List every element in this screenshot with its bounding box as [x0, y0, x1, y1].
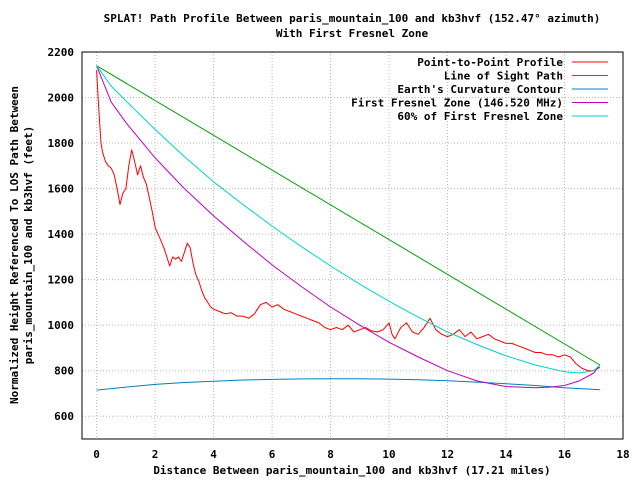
chart-subtitle: With First Fresnel Zone [276, 27, 429, 40]
earth-curvature-line [96, 378, 600, 391]
x-tick-label: 6 [269, 448, 276, 461]
y-tick-labels: 600 800 1000 1200 1400 1600 1800 2000 2200 [48, 46, 75, 423]
x-tick-label: 16 [558, 448, 572, 461]
y-tick-label: 1000 [48, 319, 75, 332]
y-tick-label: 2200 [48, 46, 75, 59]
x-tick-label: 8 [327, 448, 334, 461]
x-tick-label: 10 [382, 448, 395, 461]
y-axis-label-line2: paris_mountain_100 and kb3hvf (feet) [22, 126, 35, 364]
y-tick-label: 1200 [48, 274, 75, 287]
y-axis-label-line1: Normalized Height Referenced To LOS Path… [8, 86, 21, 404]
line-of-sight-line [96, 65, 601, 366]
y-tick-label: 600 [54, 410, 74, 423]
legend-label: Earth's Curvature Contour [397, 83, 563, 96]
y-tick-label: 1800 [48, 137, 75, 150]
fresnel-60-line [96, 65, 601, 374]
plot-frame [81, 51, 624, 440]
x-tick-label: 18 [616, 448, 629, 461]
y-tick-label: 1400 [48, 228, 75, 241]
x-tick-labels: 0 2 4 6 8 10 12 14 16 18 [93, 448, 629, 461]
legend-label: 60% of First Fresnel Zone [397, 110, 563, 123]
x-axis-label: Distance Between paris_mountain_100 and … [153, 464, 550, 477]
legend-label: Line of Sight Path [444, 70, 563, 83]
plot-series [96, 65, 601, 391]
legend-label: Point-to-Point Profile [417, 56, 563, 69]
y-axis-label-group: Normalized Height Referenced To LOS Path… [8, 86, 35, 404]
x-tick-label: 0 [93, 448, 100, 461]
chart-title: SPLAT! Path Profile Between paris_mounta… [104, 12, 601, 25]
x-tick-label: 14 [499, 448, 513, 461]
y-tick-label: 2000 [48, 92, 75, 105]
x-tick-label: 2 [152, 448, 159, 461]
y-tick-label: 1600 [48, 183, 75, 196]
terrain-profile-line [96, 70, 601, 372]
fresnel-zone-line [96, 65, 601, 389]
legend-label: First Fresnel Zone (146.520 MHz) [351, 97, 563, 110]
x-tick-label: 4 [210, 448, 217, 461]
y-tick-label: 800 [54, 365, 74, 378]
x-tick-label: 12 [441, 448, 454, 461]
